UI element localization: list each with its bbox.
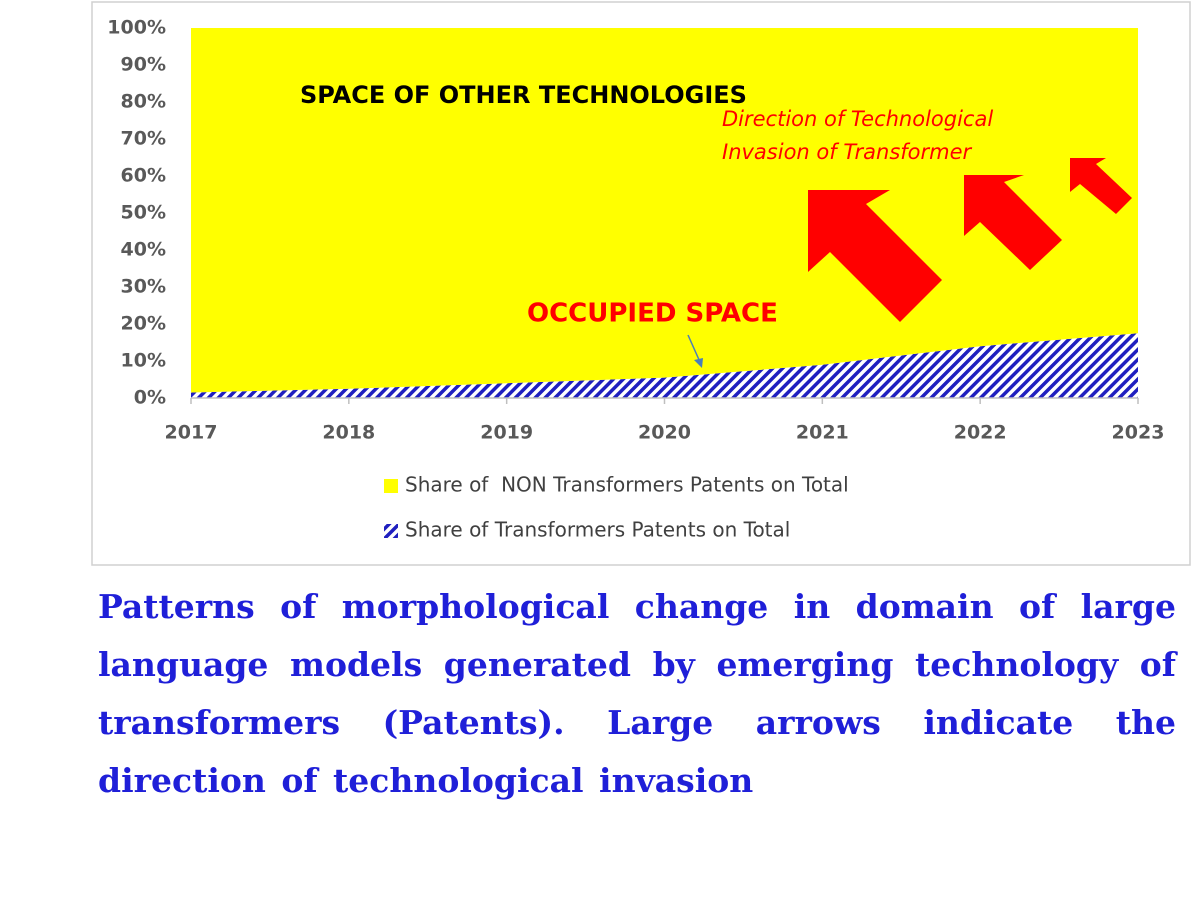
y-tick-label: 0% [134, 387, 166, 409]
pointer-line [687, 334, 701, 363]
invasion-arrow [1070, 158, 1132, 214]
x-tick-label: 2020 [638, 422, 691, 444]
annotation: SPACE OF OTHER TECHNOLOGIES [300, 81, 747, 109]
x-tick-label: 2021 [796, 422, 849, 444]
x-tick-label: 2023 [1112, 422, 1165, 444]
invasion-arrow [808, 190, 942, 322]
invasion-arrow [964, 175, 1062, 270]
y-tick-label: 20% [121, 313, 166, 335]
y-tick-label: 40% [121, 239, 166, 261]
y-tick-label: 90% [121, 54, 166, 76]
pointer-head [694, 358, 703, 368]
y-tick-label: 30% [121, 276, 166, 298]
y-tick-label: 70% [121, 128, 166, 150]
y-tick-label: 50% [121, 202, 166, 224]
x-tick-label: 2019 [480, 422, 533, 444]
legend-label: Share of Transformers Patents on Total [405, 518, 790, 542]
legend-swatch [384, 479, 398, 493]
y-tick-label: 60% [121, 165, 166, 187]
x-tick-label: 2018 [322, 422, 375, 444]
annotation: Invasion of Transformer [722, 140, 973, 164]
y-tick-label: 10% [121, 350, 166, 372]
y-tick-label: 100% [107, 17, 166, 39]
legend-swatch [384, 524, 398, 538]
chart: 0% 10% 20% 30% 40% 50% 60% 70% 80% 90% 100% 2017 201… [91, 1, 1191, 566]
legend-label: Share of NON Transformers Patents on Tot… [405, 473, 849, 497]
x-tick-label: 2022 [954, 422, 1007, 444]
annotation: OCCUPIED SPACE [527, 299, 778, 329]
caption: Patterns of morphological change in doma… [98, 587, 1176, 800]
annotation: Direction of Technological [722, 107, 993, 131]
y-tick-label: 80% [121, 91, 166, 113]
area [191, 333, 1138, 398]
x-tick-label: 2017 [165, 422, 218, 444]
